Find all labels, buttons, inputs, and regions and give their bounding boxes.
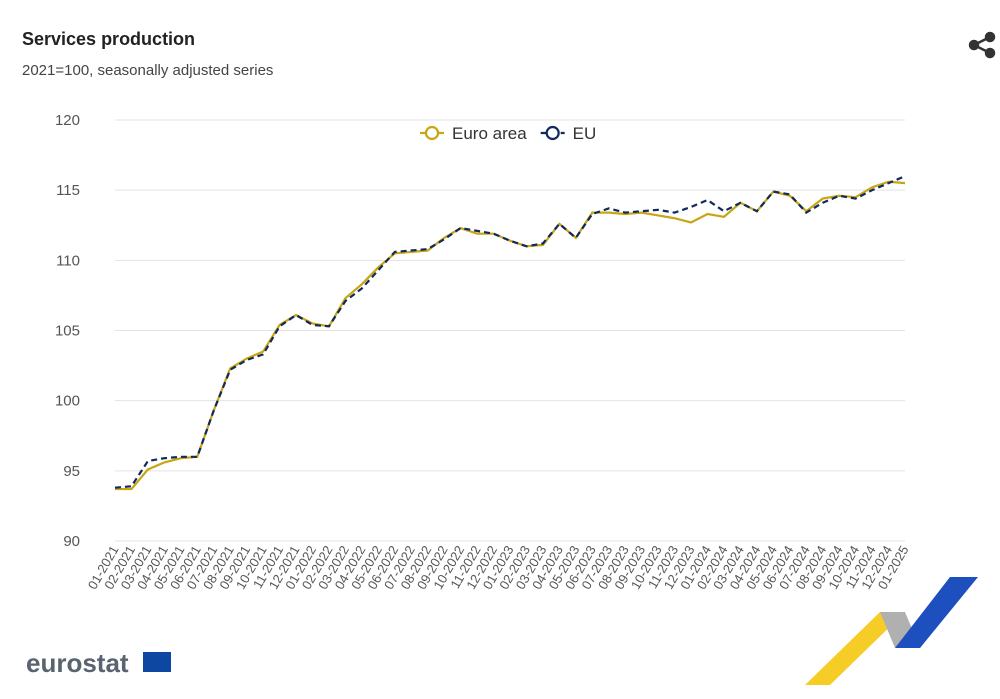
decoration — [805, 577, 978, 685]
share-icon[interactable] — [968, 31, 996, 59]
legend-label: EU — [573, 124, 597, 143]
y-tick-label: 115 — [56, 182, 80, 199]
legend-marker — [424, 125, 440, 141]
chart-subtitle: 2021=100, seasonally adjusted series — [22, 62, 273, 79]
y-tick-label: 110 — [56, 252, 80, 269]
legend-item[interactable]: EU — [540, 124, 597, 143]
y-tick-label: 90 — [63, 533, 80, 550]
y-tick-label: 120 — [55, 112, 80, 129]
logo: eurostat — [26, 648, 129, 678]
legend-marker — [545, 125, 560, 141]
chart-title: Services production — [22, 29, 195, 49]
legend-item[interactable]: Euro area — [420, 124, 527, 143]
y-tick-label: 95 — [63, 463, 80, 480]
series-line — [115, 180, 906, 491]
y-tick-label: 105 — [55, 323, 80, 340]
y-tick-label: 100 — [55, 393, 80, 410]
legend-label: Euro area — [452, 124, 527, 143]
eu-flag — [143, 652, 171, 672]
series-line — [114, 175, 906, 489]
